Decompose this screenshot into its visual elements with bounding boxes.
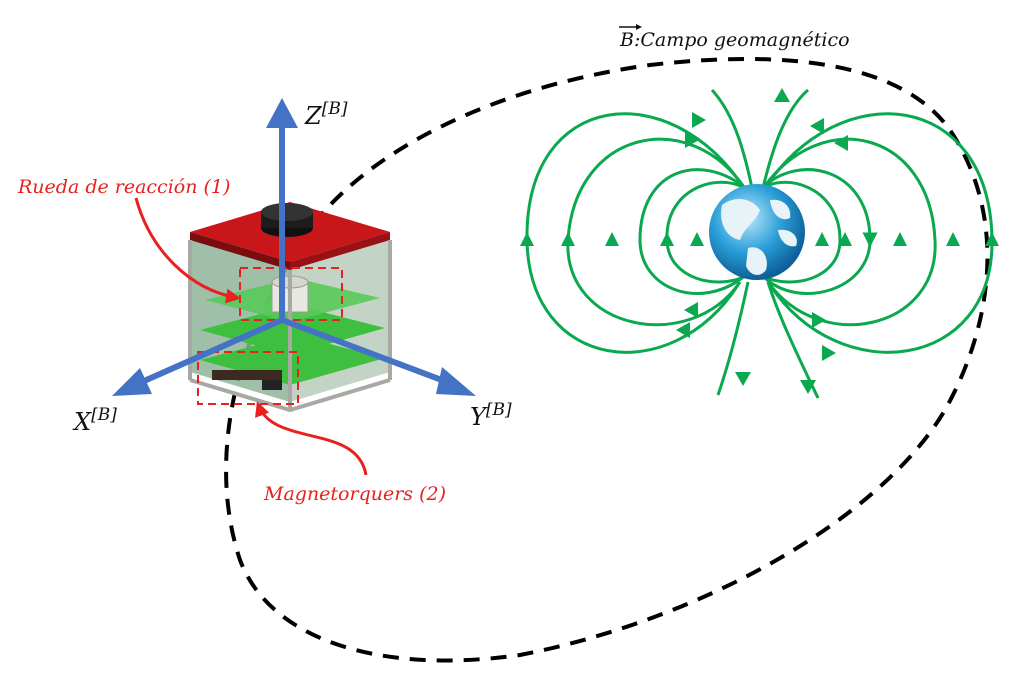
body-axes [112, 98, 476, 396]
field-arrow [520, 232, 534, 246]
field-line [716, 281, 750, 396]
magnetorquers-label: Magnetorquers (2) [263, 483, 446, 505]
field-arrow [812, 312, 826, 328]
field-symbol: B [619, 29, 634, 51]
field-arrow [735, 372, 751, 386]
field-line [760, 137, 937, 327]
field-arrow [684, 302, 698, 318]
field-line [756, 180, 842, 284]
y-axis-arrowhead [436, 367, 476, 396]
field-line [758, 168, 878, 295]
field-arrow [822, 345, 836, 361]
field-arrow [810, 118, 824, 134]
svg-text:B:Campo geomagnético: B:Campo geomagnético [619, 29, 850, 51]
field-arrow [660, 232, 674, 246]
z-axis-arrowhead [266, 98, 298, 128]
orbit-path [224, 56, 990, 663]
field-arrow [834, 135, 848, 151]
field-arrow [561, 232, 575, 246]
field-description: :Campo geomagnético [634, 29, 850, 51]
cubesat-icon [188, 202, 392, 413]
reaction-wheel-callout-arrow [134, 197, 241, 304]
geomagnetic-field-label: B:Campo geomagnético [619, 24, 850, 51]
x-axis-line [133, 317, 284, 388]
field-arrow [774, 88, 790, 102]
geomagnetic-field-lines [525, 88, 994, 399]
earth-globe-icon [709, 184, 805, 280]
field-arrow [985, 232, 999, 246]
magnetorquer-highlight [197, 351, 299, 405]
field-line [761, 88, 809, 189]
field-arrow [605, 232, 619, 246]
x-axis-arrowhead [112, 368, 152, 396]
y-axis-label: Y[B] [470, 400, 512, 431]
field-arrow [893, 232, 907, 246]
field-line [638, 168, 749, 295]
field-line [710, 88, 754, 189]
field-arrow [800, 380, 816, 394]
field-arrow [815, 232, 829, 246]
vector-arrowhead [636, 24, 642, 30]
field-arrow [838, 232, 852, 246]
field-arrow [676, 322, 690, 338]
reaction-wheel-label: Rueda de reacción (1) [17, 176, 230, 198]
magnetorquer-callout-arrow [255, 401, 368, 476]
field-arrows [520, 88, 999, 394]
field-arrow [690, 232, 704, 246]
x-axis-label: X[B] [72, 405, 117, 436]
y-axis-line [280, 317, 457, 388]
field-arrow [946, 232, 960, 246]
z-axis-label: Z[B] [304, 99, 348, 130]
field-arrow [692, 112, 706, 128]
field-arrow [685, 132, 699, 148]
